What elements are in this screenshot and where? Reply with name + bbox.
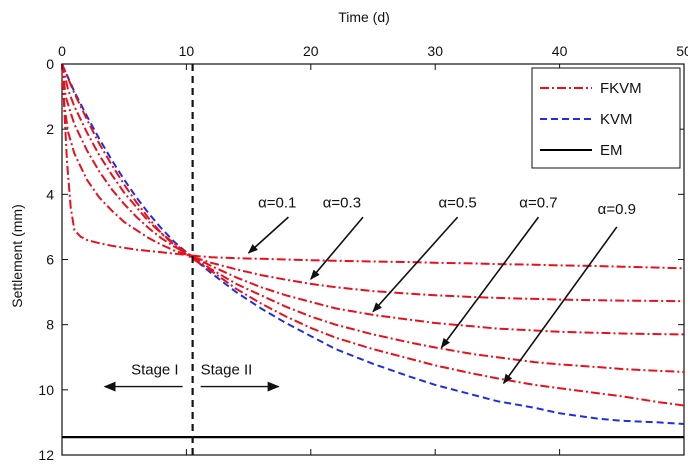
series-line-0-9 xyxy=(61,63,685,407)
legend-label-fkvm: FKVM xyxy=(600,80,642,97)
stage-layer: Stage I Stage II xyxy=(103,64,280,455)
x-tick-label: 30 xyxy=(427,43,443,59)
x-tick-label: 50 xyxy=(676,43,688,59)
alpha-annotation-arrow xyxy=(372,216,459,313)
legend-label-kvm: KVM xyxy=(600,111,633,128)
y-tick-label: 0 xyxy=(46,56,54,72)
series-line-0-5 xyxy=(61,63,685,336)
y-tick-label: 2 xyxy=(46,121,54,137)
series-line-kvm xyxy=(61,63,685,425)
x-tick-label: 10 xyxy=(179,43,195,59)
alpha-annotation-arrow xyxy=(440,216,540,349)
alpha-annotation-arrow xyxy=(502,226,618,385)
y-axis-title: Settlement (mm) xyxy=(9,204,25,307)
alpha-annotation-arrow xyxy=(247,216,289,254)
alpha-annotation-label: α=0.3 xyxy=(323,194,361,211)
y-tick-label: 8 xyxy=(46,317,54,333)
alpha-annotation-label: α=0.7 xyxy=(519,194,557,211)
series-line-0-3 xyxy=(61,63,685,303)
x-axis-title: Time (d) xyxy=(338,9,390,25)
alpha-annotation-arrow xyxy=(310,216,364,280)
y-tick-label: 12 xyxy=(38,447,54,463)
y-tick-label: 10 xyxy=(38,382,54,398)
series-line-0-1 xyxy=(61,63,685,270)
legend: FKVM KVM EM xyxy=(531,67,681,169)
ticks-layer: 0 10 20 30 40 50 0 2 4 6 8 10 12 xyxy=(38,43,688,463)
x-tick-label: 20 xyxy=(303,43,319,59)
x-tick-label: 40 xyxy=(552,43,568,59)
y-tick-label: 6 xyxy=(46,252,54,268)
stage-2-label: Stage II xyxy=(201,362,253,379)
annotation-layer: α=0.1 α=0.3 α=0.5 α=0.7 α=0.9 xyxy=(247,194,636,385)
alpha-annotation-label: α=0.9 xyxy=(598,201,636,218)
x-tick-label: 0 xyxy=(58,43,66,59)
y-tick-label: 4 xyxy=(46,186,54,202)
stage-1-label: Stage I xyxy=(131,362,179,379)
alpha-annotation-label: α=0.1 xyxy=(258,194,296,211)
legend-label-em: EM xyxy=(600,142,623,159)
series-layer xyxy=(61,63,685,439)
alpha-annotation-label: α=0.5 xyxy=(438,194,476,211)
